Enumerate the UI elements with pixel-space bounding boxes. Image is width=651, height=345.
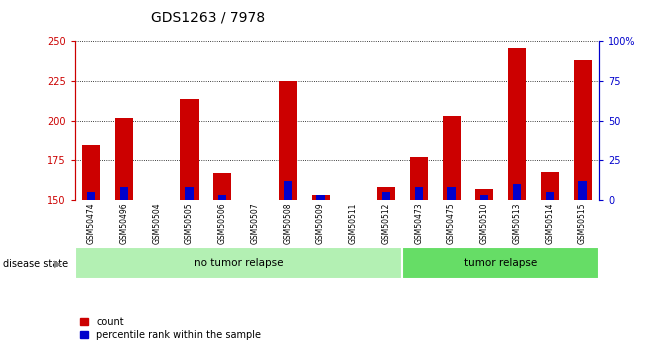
Text: GSM50505: GSM50505 xyxy=(185,202,194,244)
Text: GSM50509: GSM50509 xyxy=(316,202,325,244)
Bar xyxy=(87,192,95,200)
Text: GDS1263 / 7978: GDS1263 / 7978 xyxy=(151,10,266,24)
Bar xyxy=(186,187,193,200)
Text: GSM50507: GSM50507 xyxy=(251,202,260,244)
Bar xyxy=(316,195,325,200)
Bar xyxy=(279,81,297,200)
Bar xyxy=(546,192,554,200)
Legend: count, percentile rank within the sample: count, percentile rank within the sample xyxy=(79,317,261,340)
Text: GSM50475: GSM50475 xyxy=(447,202,456,244)
Bar xyxy=(475,189,493,200)
Bar xyxy=(115,118,133,200)
Bar xyxy=(415,187,423,200)
Bar xyxy=(218,195,227,200)
Text: GSM50515: GSM50515 xyxy=(578,202,587,244)
Bar xyxy=(480,195,488,200)
Text: no tumor relapse: no tumor relapse xyxy=(194,258,283,268)
Text: tumor relapse: tumor relapse xyxy=(464,258,537,268)
Bar xyxy=(284,181,292,200)
Bar xyxy=(579,181,587,200)
Bar xyxy=(447,187,456,200)
Text: GSM50473: GSM50473 xyxy=(414,202,423,244)
Bar xyxy=(120,187,128,200)
Text: GSM50506: GSM50506 xyxy=(217,202,227,244)
Bar xyxy=(214,173,231,200)
Text: GSM50512: GSM50512 xyxy=(381,202,391,244)
Text: GSM50511: GSM50511 xyxy=(349,202,358,244)
Bar xyxy=(513,184,521,200)
Bar xyxy=(382,192,390,200)
Bar xyxy=(574,60,592,200)
Bar xyxy=(312,195,329,200)
Bar xyxy=(377,187,395,200)
Bar xyxy=(541,171,559,200)
Bar xyxy=(82,145,100,200)
Bar xyxy=(75,247,402,279)
Text: GSM50508: GSM50508 xyxy=(283,202,292,244)
Text: GSM50504: GSM50504 xyxy=(152,202,161,244)
Bar xyxy=(180,99,199,200)
Bar xyxy=(508,48,526,200)
Text: GSM50510: GSM50510 xyxy=(480,202,489,244)
Text: disease state: disease state xyxy=(3,259,68,269)
Text: GSM50474: GSM50474 xyxy=(87,202,96,244)
Bar xyxy=(402,247,599,279)
Bar xyxy=(443,116,460,200)
Bar xyxy=(409,157,428,200)
Text: GSM50496: GSM50496 xyxy=(120,202,128,244)
Text: GSM50514: GSM50514 xyxy=(546,202,554,244)
Text: ▶: ▶ xyxy=(54,259,62,269)
Text: GSM50513: GSM50513 xyxy=(512,202,521,244)
